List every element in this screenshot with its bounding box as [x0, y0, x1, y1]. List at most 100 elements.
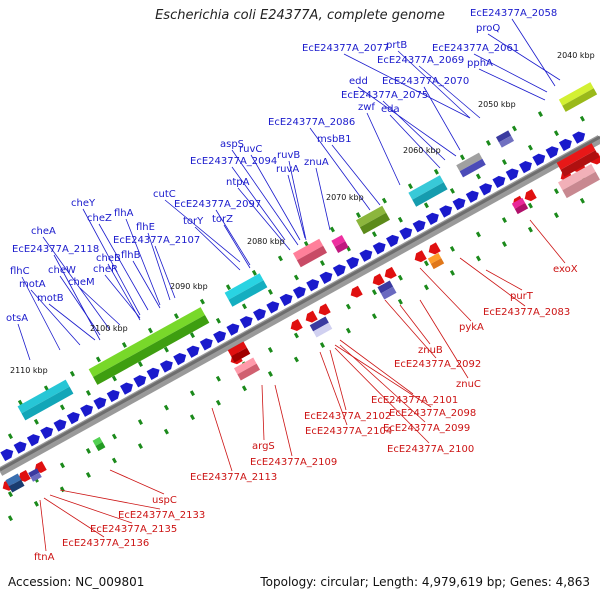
gene-label: EcE24377A_2097 [174, 199, 261, 210]
tick-mark [189, 414, 195, 421]
navy-block [28, 468, 42, 482]
cyan-block [17, 379, 74, 421]
pink-block [233, 357, 261, 381]
gene-label: pphA [467, 58, 493, 69]
leader-line [223, 224, 251, 269]
gene-label: cutC [153, 189, 176, 200]
block-bottom [95, 442, 106, 452]
gene-label: purT [510, 291, 534, 302]
gene-label: znuA [304, 157, 329, 168]
gene-label: ntpA [226, 177, 250, 188]
cyan-block [224, 273, 268, 307]
tick-mark [215, 317, 221, 324]
forward-gene-arrow [266, 301, 280, 314]
blue-block [5, 473, 25, 493]
reverse-gene-arrow [290, 319, 303, 331]
gene-label: EcE24377A_2086 [268, 117, 355, 128]
gene-label: cheW [48, 265, 76, 276]
red-block [227, 341, 251, 363]
gene-label: cheM [68, 277, 95, 288]
tick-mark [277, 255, 283, 262]
tick-label: 2070 kbp [326, 193, 364, 202]
block-bottom [562, 171, 600, 199]
block-top [556, 143, 596, 170]
reverse-gene-arrow [372, 273, 385, 286]
tick-mark [459, 154, 465, 161]
tick-mark [345, 327, 351, 334]
block-top [377, 280, 394, 294]
gene-label: EcE24377A_2135 [90, 524, 177, 535]
leader-line [39, 499, 47, 552]
gene-label: EcE24377A_2061 [432, 43, 519, 54]
forward-gene-arrow [452, 197, 466, 211]
gene-label: uspC [152, 495, 177, 506]
block-bottom [412, 182, 448, 207]
leader-line [315, 167, 331, 231]
tick-mark [33, 500, 39, 507]
reverse-gene-arrow [524, 189, 537, 202]
tick-mark [579, 115, 585, 122]
leader-line [309, 127, 371, 211]
leader-line [331, 144, 381, 206]
reverse-gene-arrow [18, 469, 31, 482]
tick-mark [137, 419, 143, 425]
tick-mark [371, 313, 377, 320]
leader-line [334, 347, 430, 444]
tick-label: 2100 kbp [90, 324, 128, 333]
forward-gene-arrow [319, 271, 333, 285]
gene-label: EcE24377A_2098 [389, 408, 476, 419]
block-bottom [560, 150, 600, 177]
tick-mark [511, 125, 517, 132]
block-top [309, 316, 329, 332]
gene-label: EcE24377A_2094 [190, 156, 277, 167]
block-bottom [380, 286, 397, 300]
leader-line [237, 187, 291, 251]
tick-mark [449, 187, 455, 194]
tick-mark [501, 241, 507, 247]
leader-line [419, 267, 472, 322]
tick-mark [527, 144, 533, 151]
block-bottom [430, 258, 445, 270]
tick-mark [147, 327, 153, 334]
genome-backbone [0, 135, 600, 476]
tick-mark [267, 370, 273, 377]
leader-line [48, 303, 96, 341]
gene-label: znuC [456, 379, 481, 390]
gene-label: EcE24377A_2058 [470, 8, 557, 19]
block-top [558, 163, 596, 191]
gene-label: EcE24377A_2113 [190, 472, 277, 483]
forward-gene-arrow [120, 382, 133, 395]
block-bottom [8, 479, 25, 493]
leader-line [132, 260, 161, 309]
tick-mark [433, 168, 439, 175]
forward-gene-arrow [93, 397, 107, 410]
tick-mark [501, 159, 507, 165]
forward-gene-arrow [558, 138, 572, 152]
map-title: Escherichia coli E24377A, complete genom… [155, 8, 445, 23]
gene-label: cheA [31, 226, 56, 237]
gene-label: ftnA [34, 552, 55, 563]
forward-gene-arrow [80, 404, 94, 417]
tick-mark [163, 428, 169, 435]
leader-line [274, 384, 293, 457]
block-bottom [296, 245, 327, 268]
forward-gene-arrow [0, 448, 14, 462]
gene-label: EcE24377A_2070 [382, 76, 469, 87]
block-top [224, 273, 264, 300]
forward-gene-arrow [332, 264, 346, 277]
forward-gene-arrow [386, 234, 399, 248]
tick-mark [69, 370, 75, 377]
leader-line [357, 86, 457, 157]
gene-label: flhE [136, 222, 155, 233]
block-bottom [498, 135, 515, 148]
gene-label: exoX [553, 264, 578, 275]
block-top [5, 473, 22, 487]
label-layer: 2040 kbp 2050 kbp 2060 kbp 2070 kbp 2080 kbp… [6, 8, 595, 563]
tick-mark [329, 226, 335, 233]
leader-line [384, 299, 437, 359]
tick-mark [33, 418, 39, 425]
tick-mark [475, 255, 481, 262]
block-top [227, 341, 247, 357]
gene-label: EcE24377A_2102 [304, 411, 391, 422]
